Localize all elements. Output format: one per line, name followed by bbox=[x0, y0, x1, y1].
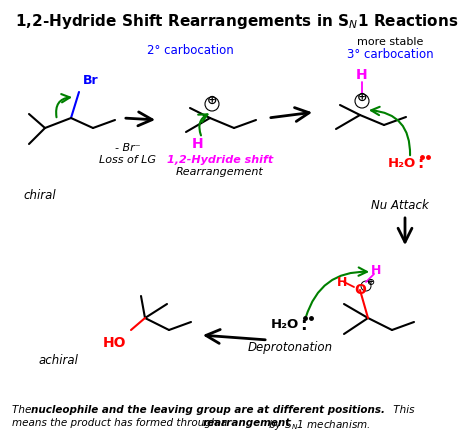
Text: H₂O: H₂O bbox=[388, 156, 416, 170]
Text: H₂O: H₂O bbox=[271, 319, 299, 331]
Text: HO: HO bbox=[103, 336, 127, 350]
Text: Rearrangement: Rearrangement bbox=[176, 167, 264, 177]
Text: The: The bbox=[12, 405, 35, 415]
Text: 1,2-Hydride shift: 1,2-Hydride shift bbox=[167, 155, 273, 165]
Text: 1,2-Hydride Shift Rearrangements in S$_N$1 Reactions: 1,2-Hydride Shift Rearrangements in S$_N… bbox=[15, 12, 459, 31]
Text: means the product has formed through a: means the product has formed through a bbox=[12, 418, 230, 428]
Text: Br: Br bbox=[83, 74, 99, 87]
Text: H: H bbox=[337, 276, 347, 288]
Text: nucleophile and the leaving group are at different positions.: nucleophile and the leaving group are at… bbox=[31, 405, 385, 415]
Text: by S$_N$1 mechanism.: by S$_N$1 mechanism. bbox=[265, 418, 371, 432]
Text: ⊕: ⊕ bbox=[366, 277, 374, 287]
Text: :: : bbox=[417, 155, 423, 171]
Text: This: This bbox=[390, 405, 414, 415]
Text: 3° carbocation: 3° carbocation bbox=[346, 47, 433, 61]
Text: rearrangement: rearrangement bbox=[203, 418, 291, 428]
Text: ⊕: ⊕ bbox=[207, 93, 217, 106]
Text: Deprotonation: Deprotonation bbox=[247, 342, 333, 354]
Text: 2° carbocation: 2° carbocation bbox=[146, 43, 233, 57]
Text: H: H bbox=[192, 137, 204, 151]
Text: H: H bbox=[371, 264, 381, 276]
Text: achiral: achiral bbox=[38, 354, 78, 366]
Text: :: : bbox=[300, 316, 306, 334]
Text: more stable: more stable bbox=[357, 37, 423, 47]
Text: Loss of LG: Loss of LG bbox=[100, 155, 156, 165]
Text: ⊕: ⊕ bbox=[357, 90, 367, 104]
Text: chiral: chiral bbox=[24, 189, 56, 202]
Text: H: H bbox=[356, 68, 368, 82]
Text: - Br⁻: - Br⁻ bbox=[115, 143, 141, 153]
Text: Nu Attack: Nu Attack bbox=[371, 198, 429, 211]
Text: O: O bbox=[354, 283, 366, 297]
